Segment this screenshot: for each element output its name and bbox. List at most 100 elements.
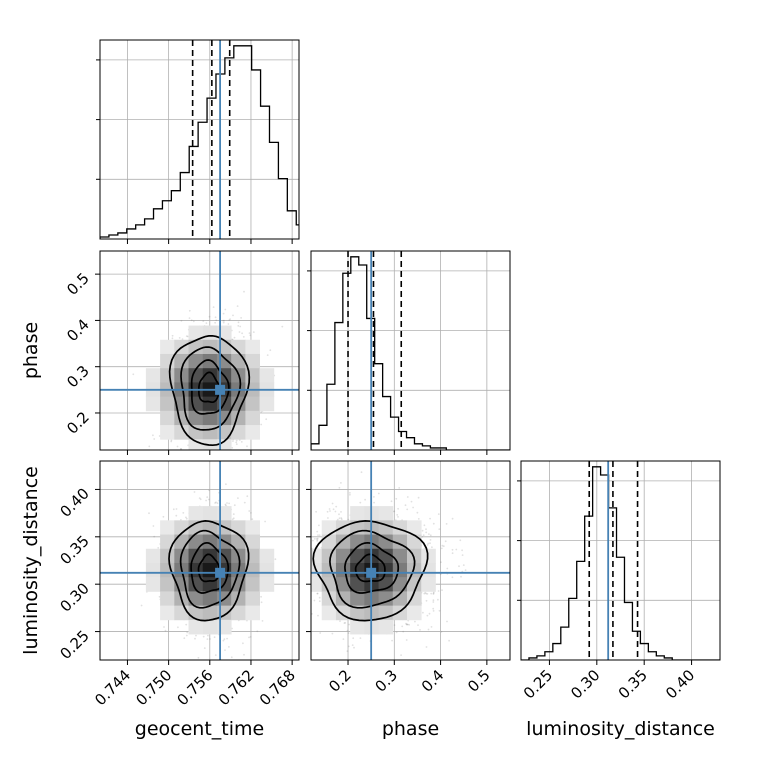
sample-point — [172, 508, 175, 511]
density-cell — [259, 368, 275, 383]
sample-point — [242, 336, 245, 338]
sample-point — [171, 453, 173, 455]
sample-point — [176, 445, 179, 448]
contour-level — [168, 334, 251, 447]
sample-point — [224, 504, 227, 507]
density-cell — [202, 396, 218, 412]
sample-point — [187, 335, 189, 338]
sample-point — [260, 601, 263, 604]
sample-point — [175, 508, 178, 510]
sample-point — [225, 483, 227, 486]
density-cell — [188, 410, 204, 426]
sample-point — [248, 636, 250, 639]
sample-point — [220, 451, 222, 453]
sample-point — [153, 535, 156, 538]
contour-level — [190, 359, 230, 415]
sample-point — [224, 308, 227, 311]
sample-point — [233, 336, 236, 339]
sample-point — [242, 642, 244, 645]
sample-point — [196, 456, 198, 458]
sample-point — [249, 334, 252, 337]
sample-point — [152, 434, 154, 437]
sample-point — [251, 518, 254, 521]
sample-point — [246, 495, 249, 498]
sample-point — [235, 439, 238, 442]
density-cell — [160, 368, 175, 383]
density-cell — [160, 396, 175, 412]
sample-point — [153, 438, 156, 440]
sample-point — [208, 489, 211, 492]
sample-point — [185, 516, 187, 519]
density-cell — [231, 396, 246, 412]
sample-point — [235, 443, 238, 446]
sample-point — [195, 634, 197, 637]
sample-point — [209, 638, 211, 640]
contour-level — [198, 371, 221, 404]
sample-point — [214, 316, 217, 319]
sample-point — [148, 445, 151, 448]
density-cell — [188, 353, 204, 369]
sample-point — [205, 322, 208, 324]
sample-point — [261, 620, 264, 622]
sample-point — [180, 319, 183, 322]
density-cell — [216, 439, 232, 450]
sample-point — [181, 504, 183, 506]
sample-point — [199, 498, 202, 501]
density-cell — [202, 353, 218, 369]
sample-point — [232, 513, 235, 515]
density-cell — [160, 353, 175, 369]
sample-point — [140, 604, 143, 607]
density-cell — [202, 425, 218, 440]
sample-point — [203, 452, 205, 454]
sample-point — [211, 463, 213, 465]
sample-point — [181, 451, 183, 453]
sample-point — [240, 441, 243, 443]
sample-point — [194, 637, 196, 640]
density-cell — [188, 439, 204, 450]
sample-point — [260, 411, 263, 413]
sample-point — [243, 290, 245, 293]
sample-point — [216, 502, 219, 505]
sample-point — [162, 515, 165, 518]
sample-point — [241, 332, 244, 335]
sample-point — [228, 646, 230, 648]
sample-point — [237, 325, 240, 327]
sample-point — [222, 321, 225, 324]
density-cell — [174, 425, 189, 440]
density-cell — [145, 396, 161, 412]
density-cell — [202, 368, 218, 383]
sample-point — [249, 636, 252, 638]
density-cell — [245, 353, 261, 369]
sample-point — [193, 457, 195, 459]
sample-point — [260, 423, 263, 426]
density-cell — [160, 339, 175, 355]
sample-point — [228, 319, 231, 321]
sample-point — [243, 501, 246, 504]
sample-point — [195, 452, 197, 454]
sample-point — [192, 320, 195, 323]
panel-geocent_time-vs-phase — [95, 250, 300, 506]
sample-point — [248, 510, 251, 512]
sample-point — [185, 634, 188, 637]
sample-point — [199, 458, 201, 460]
sample-point — [256, 630, 259, 633]
sample-point — [269, 349, 272, 352]
panel-phase-hist — [307, 250, 511, 455]
density-cell — [174, 353, 189, 369]
density-cell — [160, 410, 175, 426]
sample-point — [231, 518, 234, 521]
sample-point — [235, 441, 238, 444]
sample-point — [213, 636, 216, 639]
density-cell — [216, 353, 232, 369]
sample-point — [207, 634, 209, 637]
histogram-phase — [311, 256, 510, 450]
density-cell — [231, 425, 246, 440]
sample-point — [198, 456, 200, 458]
sample-point — [266, 354, 269, 356]
sample-point — [224, 453, 226, 455]
sample-point — [224, 649, 226, 651]
density-cell — [259, 396, 275, 412]
sample-point — [180, 448, 183, 450]
sample-point — [246, 445, 248, 448]
